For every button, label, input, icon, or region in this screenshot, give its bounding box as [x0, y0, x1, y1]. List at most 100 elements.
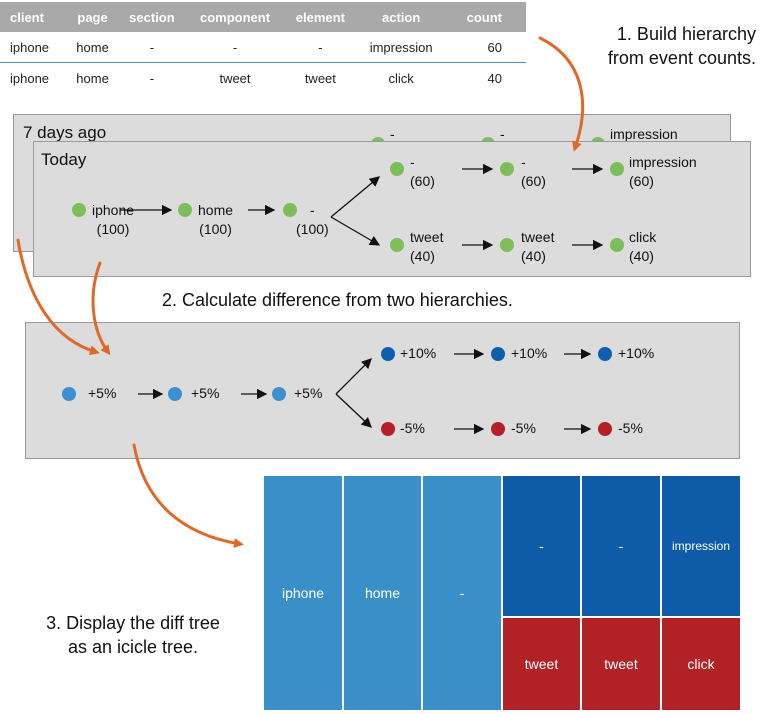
node-dot: [72, 203, 86, 217]
arrow-back-panel-to-diff: [16, 238, 100, 356]
node-dot: [610, 238, 624, 252]
node-label: impression: [610, 126, 678, 142]
diff-node-dot: [491, 347, 505, 361]
step-1-line-1: 1. Build hierarchy: [616, 24, 756, 44]
diff-label: +5%: [88, 385, 117, 401]
node-dot: [178, 203, 192, 217]
table-header-row: client page section component element ac…: [0, 2, 526, 32]
column-header: component: [185, 2, 285, 32]
column-header: section: [118, 2, 186, 32]
node-iphone: iphone (100): [92, 201, 134, 239]
node-name: -: [310, 202, 315, 218]
icicle-cell-tweet-component: tweet: [503, 618, 580, 710]
arrow-today-panel-to-diff: [91, 261, 111, 356]
table-cell: impression: [356, 32, 446, 63]
node-dot: [390, 238, 404, 252]
column-header: client: [0, 2, 67, 32]
table-cell: 60: [445, 32, 526, 63]
node-label: -: [500, 126, 505, 142]
node-count: (60): [629, 173, 654, 189]
icicle-cell-section: -: [423, 476, 501, 710]
diff-node-dot: [168, 387, 182, 401]
table-cell: home: [66, 32, 119, 63]
diff-node-dot: [381, 422, 395, 436]
node-count: (40): [629, 248, 654, 264]
node-count: (40): [521, 248, 546, 264]
event-count-table: client page section component element ac…: [0, 2, 526, 93]
node-lower-1: tweet (40): [410, 228, 443, 266]
diff-label: +10%: [511, 345, 548, 361]
diff-node-dot: [381, 347, 395, 361]
node-upper-1: - (60): [410, 153, 435, 191]
table-cell: click: [388, 70, 414, 86]
panel-title: 7 days ago: [23, 123, 107, 142]
icicle-cell-click: click: [662, 618, 740, 710]
node-count: (40): [410, 248, 435, 264]
table-cell: -: [185, 32, 285, 63]
table-cell: 40: [487, 70, 502, 86]
node-dot: [390, 162, 404, 176]
step-3-line-2: as an icicle tree.: [67, 637, 199, 657]
diff-label: +5%: [294, 385, 323, 401]
icicle-cell-impression: impression: [662, 476, 740, 616]
table-cell: iphone: [10, 70, 50, 86]
icicle-cell-element: -: [582, 476, 660, 616]
node-count: (60): [410, 173, 435, 189]
node-name: impression: [629, 154, 697, 170]
column-header: action: [356, 2, 446, 32]
node-lower-2: tweet (40): [521, 228, 554, 266]
node-dot: [500, 162, 514, 176]
table-cell: iphone: [0, 32, 67, 63]
node-name: -: [410, 154, 415, 170]
step-1-line-2: from event counts.: [607, 48, 756, 68]
step-2-caption: 2. Calculate difference from two hierarc…: [162, 290, 513, 310]
node-home: home (100): [198, 201, 233, 239]
node-section: - (100): [296, 201, 329, 239]
node-name: tweet: [521, 229, 555, 245]
table-cell: -: [284, 32, 357, 63]
icicle-tree: iphone home - - - impression tweet tweet…: [264, 476, 740, 710]
diff-label: -5%: [618, 420, 643, 436]
diff-tree-edges: [138, 348, 592, 435]
table-row: iphone home - - - impression 60: [0, 32, 526, 63]
step-3-caption: 3. Display the diff tree as an icicle tr…: [28, 611, 238, 659]
panel-title: Today: [41, 150, 87, 169]
diff-node-dot: [598, 347, 612, 361]
table-cell: -: [118, 32, 186, 63]
diff-label: -5%: [400, 420, 425, 436]
diff-label: +10%: [618, 345, 655, 361]
table-cell: tweet: [304, 70, 336, 86]
step-1-caption: 1. Build hierarchy from event counts.: [608, 22, 756, 70]
node-name: click: [629, 229, 657, 245]
diff-node-dot: [62, 387, 76, 401]
column-header: element: [284, 2, 357, 32]
icicle-cell-component: -: [503, 476, 580, 616]
node-count: (100): [96, 221, 130, 237]
node-label: -: [390, 126, 395, 142]
today-tree-edges: [120, 163, 604, 251]
node-name: home: [198, 202, 234, 218]
icicle-cell-iphone: iphone: [264, 476, 342, 710]
diff-label: -5%: [511, 420, 536, 436]
node-dot: [283, 203, 297, 217]
diff-label: +10%: [400, 345, 437, 361]
diff-node-dot: [491, 422, 505, 436]
table-row: iphone home - tweet tweet click 40: [0, 63, 526, 94]
column-header: page: [66, 2, 119, 32]
node-lower-3: click (40): [629, 228, 656, 266]
diff-label: +5%: [191, 385, 220, 401]
node-name: iphone: [92, 202, 135, 218]
node-dot: [610, 162, 624, 176]
arrow-diff-to-icicle: [132, 443, 244, 548]
node-count: (60): [521, 173, 546, 189]
icicle-cell-home: home: [344, 476, 421, 710]
diff-panel: +5% +5% +5% +10% +10% +10% -5% -5% -5%: [25, 322, 740, 459]
table-cell: home: [76, 70, 109, 86]
step-3-line-1: 3. Display the diff tree: [46, 613, 220, 633]
icicle-cell-tweet-element: tweet: [582, 618, 660, 710]
node-name: tweet: [410, 229, 444, 245]
node-upper-2: - (60): [521, 153, 546, 191]
arrow-table-to-hierarchy: [538, 36, 585, 152]
node-count: (100): [199, 221, 232, 237]
